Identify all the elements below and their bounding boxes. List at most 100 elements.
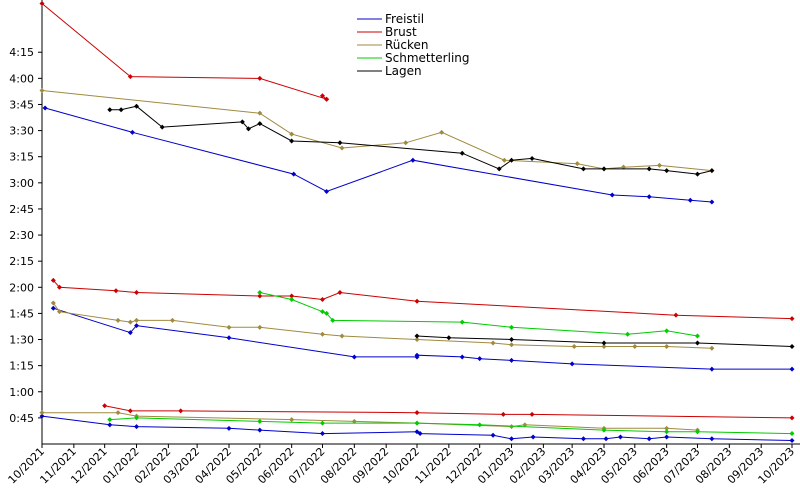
data-point-lagen (446, 335, 452, 341)
data-point-schmetterling (459, 319, 465, 325)
data-point-lagen (246, 126, 252, 132)
data-point-freistil (351, 354, 357, 360)
data-point-r-cken (50, 300, 56, 306)
data-point-lagen (239, 119, 245, 125)
y-tick-label: 1:45 (9, 307, 34, 320)
data-point-freistil (709, 366, 715, 372)
data-point-schmetterling (257, 418, 263, 424)
data-point-freistil (414, 352, 420, 358)
data-point-lagen (107, 107, 113, 113)
data-point-lagen (694, 171, 700, 177)
data-point-brust (257, 75, 263, 81)
data-point-freistil (709, 436, 715, 442)
data-point-brust (178, 408, 184, 414)
data-point-lagen (159, 124, 165, 130)
data-point-r-cken (664, 425, 670, 431)
y-tick-label: 1:30 (9, 334, 34, 347)
data-point-r-cken (56, 309, 62, 315)
data-point-freistil (603, 436, 609, 442)
data-point-lagen (646, 166, 652, 172)
data-point-r-cken (134, 317, 140, 323)
data-point-freistil (319, 431, 325, 437)
data-point-lagen (289, 138, 295, 144)
y-tick-label: 1:00 (9, 386, 34, 399)
data-point-brust (789, 316, 795, 322)
data-point-brust (113, 288, 119, 294)
series-line-schmetterling (109, 417, 793, 435)
data-point-r-cken (571, 343, 577, 349)
y-tick-label: 2:45 (9, 203, 34, 216)
data-point-freistil (617, 434, 623, 440)
data-point-schmetterling (289, 296, 295, 302)
legend-label-freistil: Freistil (385, 12, 424, 26)
y-axis: 0:45 1:00 1:15 1:30 1:45 2:00 2:15 2:30 2:45 3:00… (9, 46, 42, 425)
data-point-freistil (127, 330, 133, 336)
data-point-schmetterling (509, 324, 515, 330)
y-tick-label: 4:00 (9, 72, 34, 85)
data-point-r-cken (115, 317, 121, 323)
data-point-brust (134, 290, 140, 296)
data-point-r-cken (115, 410, 121, 416)
data-point-brust (529, 411, 535, 417)
y-tick-label: 4:15 (9, 46, 34, 59)
data-point-schmetterling (664, 429, 670, 435)
data-point-r-cken (289, 131, 295, 137)
data-point-lagen (694, 340, 700, 346)
y-tick-label: 3:45 (9, 98, 34, 111)
data-point-brust (673, 312, 679, 318)
y-tick-label: 3:15 (9, 151, 34, 164)
data-point-freistil (490, 432, 496, 438)
data-point-lagen (789, 343, 795, 349)
data-point-brust (127, 74, 133, 80)
data-point-freistil (291, 171, 297, 177)
data-point-r-cken (226, 324, 232, 330)
data-point-r-cken (339, 333, 345, 339)
data-point-r-cken (656, 162, 662, 168)
data-point-brust (102, 403, 108, 409)
data-point-freistil (410, 157, 416, 163)
data-point-lagen (257, 121, 263, 127)
data-point-freistil (107, 422, 113, 428)
data-point-freistil (134, 323, 140, 329)
data-point-lagen (709, 168, 715, 174)
data-point-freistil (580, 436, 586, 442)
data-point-lagen (580, 166, 586, 172)
data-point-r-cken (339, 145, 345, 151)
data-point-r-cken (39, 410, 45, 416)
data-point-freistil (789, 366, 795, 372)
data-point-r-cken (257, 110, 263, 116)
data-point-lagen (509, 157, 515, 163)
data-point-freistil (789, 438, 795, 444)
series-lagen (107, 103, 795, 349)
data-point-freistil (687, 197, 693, 203)
data-point-freistil (477, 356, 483, 362)
y-tick-label: 3:30 (9, 125, 34, 138)
data-point-r-cken (257, 324, 263, 330)
series-line-schmetterling (259, 292, 698, 337)
data-point-lagen (601, 340, 607, 346)
data-point-r-cken (664, 343, 670, 349)
data-point-lagen (601, 166, 607, 172)
data-point-freistil (134, 424, 140, 430)
data-point-r-cken (289, 417, 295, 423)
data-point-r-cken (709, 345, 715, 351)
data-point-schmetterling (664, 328, 670, 334)
data-point-brust (56, 284, 62, 290)
data-point-schmetterling (789, 431, 795, 437)
data-point-brust (257, 293, 263, 299)
data-point-schmetterling (625, 331, 631, 337)
data-point-freistil (664, 434, 670, 440)
data-point-brust (39, 0, 45, 6)
data-point-r-cken (522, 422, 528, 428)
data-point-brust (127, 408, 133, 414)
data-point-schmetterling (330, 317, 336, 323)
data-point-schmetterling (477, 422, 483, 428)
data-point-lagen (134, 103, 140, 109)
data-point-r-cken (632, 343, 638, 349)
data-point-brust (319, 296, 325, 302)
series-group (39, 0, 795, 444)
data-point-freistil (569, 361, 575, 367)
series-brust (39, 0, 795, 421)
data-point-r-cken (601, 343, 607, 349)
legend-label-schmetterling: Schmetterling (385, 51, 470, 65)
